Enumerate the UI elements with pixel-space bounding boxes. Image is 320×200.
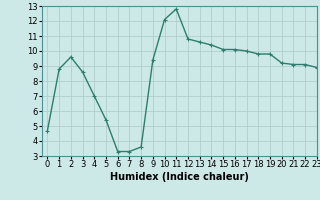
X-axis label: Humidex (Indice chaleur): Humidex (Indice chaleur) — [110, 172, 249, 182]
